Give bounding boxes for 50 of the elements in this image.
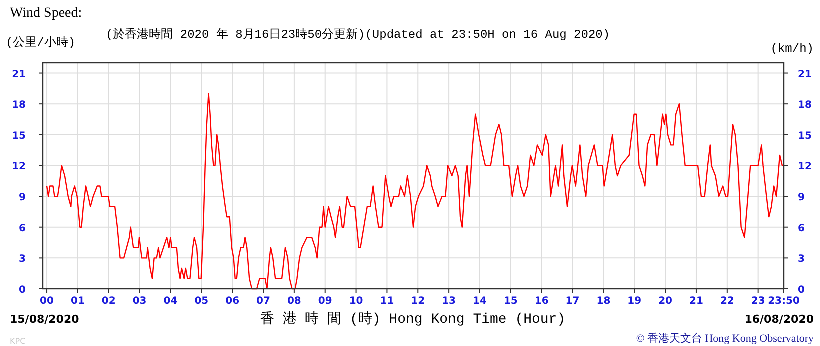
y2-tick-label: 12 [798,162,812,173]
y2-axis-title: (km/h) [770,42,814,56]
y2-tick-label: 18 [798,100,812,112]
x-tick-label: 10 [349,296,364,307]
x-axis-title: 香 港 時 間 (時) Hong Kong Time (Hour) [260,311,566,328]
x-tick-label: 16 [534,296,549,307]
y-tick-label: 21 [12,69,26,80]
y2-tick-label: 0 [798,285,805,296]
x-tick-label: 08 [287,296,302,307]
x-tick-label: 06 [226,296,240,307]
x-tick-label: 03 [132,296,147,307]
y-tick-label: 18 [12,100,26,112]
x-tick-label: 12 [411,296,426,307]
y2-tick-label: 9 [798,192,805,204]
x-tick-label: 09 [318,296,332,307]
x-tick-label: 02 [102,296,116,307]
y-tick-label: 3 [19,254,26,266]
y-axis-title: (公里/小時) [6,36,76,50]
text: 16/08/2020 [744,313,814,326]
y2-tick-label: 6 [798,223,805,234]
x-tick-label: 23:50 [768,296,800,307]
x-tick-label: 21 [690,296,704,307]
x-tick-label: 01 [70,296,85,307]
y-tick-label: 6 [19,223,26,234]
text: © 香港天文台 Hong Kong Observatory [636,332,814,345]
x-tick-label: 05 [194,296,209,307]
y2-tick-label: 21 [798,69,812,80]
x-tick-label: 22 [720,296,734,307]
chart-subtitle: (於香港時間 2020 年 8月16日23時50分更新)(Updated at 23:50H on 16 Aug 2020) [106,27,610,42]
x-tick-label: 00 [40,296,54,307]
chart-title: Wind Speed: [10,6,82,21]
y2-tick-label: 3 [798,254,805,266]
x-tick-label: 14 [473,296,487,307]
x-tick-label: 19 [628,296,642,307]
x-tick-label: 20 [658,296,673,307]
y-tick-label: 12 [12,162,26,173]
line-series [46,93,785,290]
y-tick-label: 0 [19,285,26,296]
x-tick-label: 17 [566,296,580,307]
y-tick-label: 9 [19,192,26,204]
x-tick-label: 23 [751,296,766,307]
text: 15/08/2020 [10,313,80,326]
x-tick-label: 07 [256,296,271,307]
x-tick-label: 04 [164,296,178,307]
x-tick-label: 11 [380,296,394,307]
x-tick-label: 13 [442,296,456,307]
x-tick-label: 15 [504,296,518,307]
y2-tick-label: 15 [798,130,812,142]
y-tick-label: 15 [12,130,26,142]
x-tick-label: 18 [596,296,611,307]
